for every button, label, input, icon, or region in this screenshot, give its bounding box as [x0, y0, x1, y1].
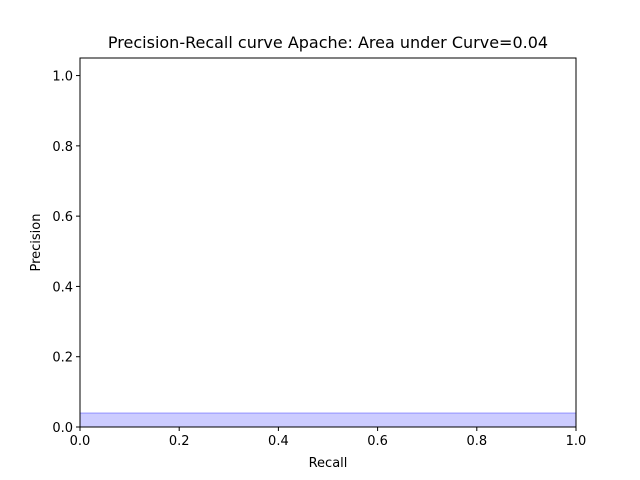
- axes-background: [80, 58, 576, 427]
- x-axis-ticks: 0.0 0.2 0.4 0.6 0.8 1.0: [70, 427, 587, 449]
- y-tick-label: 0.2: [52, 351, 73, 366]
- pr-area-fill: [80, 412, 576, 427]
- y-tick-label: 1.0: [52, 70, 73, 85]
- x-tick-label: 0.4: [268, 434, 289, 449]
- x-tick-label: 0.2: [169, 434, 190, 449]
- y-axis-ticks: 0.0 0.2 0.4 0.6 0.8 1.0: [52, 70, 80, 436]
- chart-title: Precision-Recall curve Apache: Area unde…: [108, 33, 548, 52]
- y-axis-label: Precision: [29, 213, 44, 271]
- x-tick-label: 0.8: [466, 434, 487, 449]
- x-axis-label: Recall: [309, 456, 348, 471]
- y-tick-label: 0.4: [52, 280, 73, 295]
- y-tick-label: 0.0: [52, 421, 73, 436]
- x-tick-label: 0.0: [70, 434, 91, 449]
- x-tick-label: 1.0: [566, 434, 587, 449]
- axes-frame: [79, 57, 577, 428]
- series-layer: [80, 412, 576, 427]
- y-tick-label: 0.6: [52, 210, 73, 225]
- y-tick-label: 0.8: [52, 140, 73, 155]
- x-tick-label: 0.6: [367, 434, 388, 449]
- plot-area: [79, 57, 577, 428]
